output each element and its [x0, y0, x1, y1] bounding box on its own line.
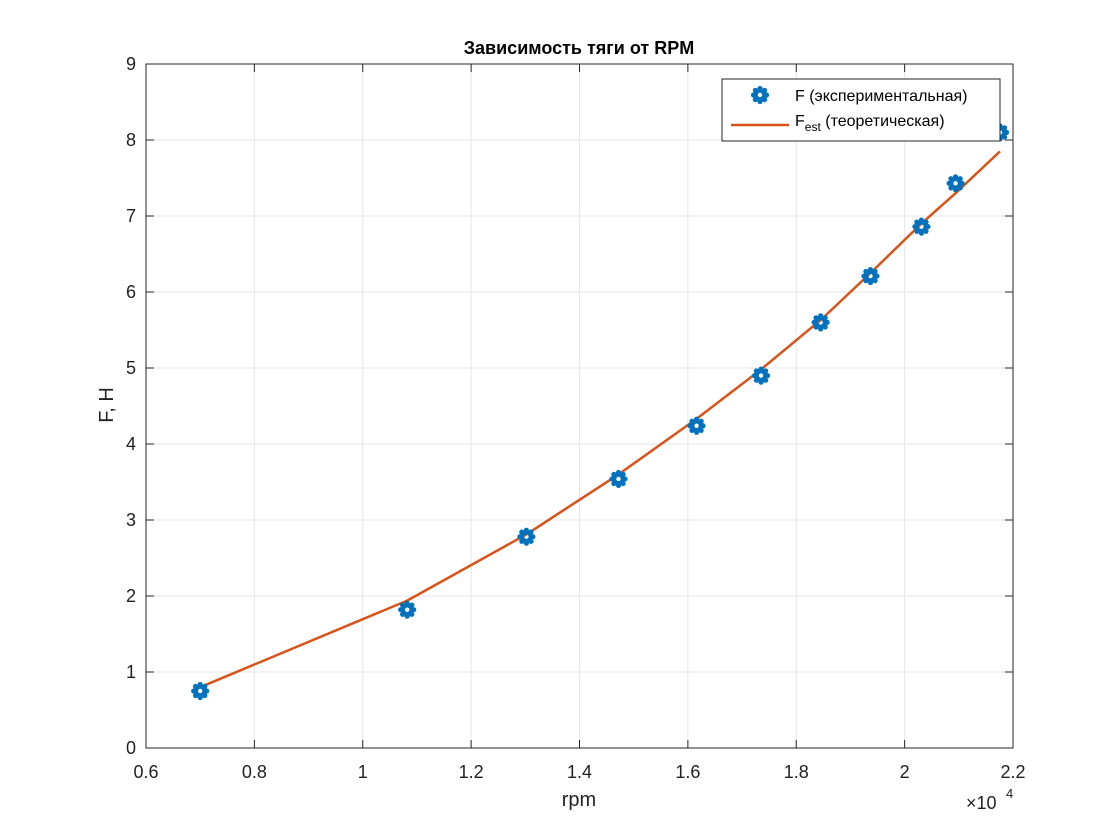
x-tick-label: 2.2: [1000, 762, 1025, 782]
x-tick-label: 0.6: [133, 762, 158, 782]
marker-ring: [949, 177, 962, 190]
x-tick-label: 1.8: [784, 762, 809, 782]
y-tick-label: 0: [126, 738, 136, 758]
marker-ring: [690, 419, 703, 432]
y-tick-label: 8: [126, 130, 136, 150]
legend-marker-experimental: [750, 85, 770, 105]
x-tick-label: 1.4: [567, 762, 592, 782]
x-axis-multiplier: ×10 4: [966, 786, 1013, 813]
y-tick-label: 9: [126, 54, 136, 74]
x-axis-label: rpm: [562, 789, 596, 811]
marker-ring: [753, 88, 767, 102]
data-point: [398, 600, 417, 619]
y-tick-label: 1: [126, 662, 136, 682]
y-tick-label: 7: [126, 206, 136, 226]
legend-label-theoretical-main: F: [795, 113, 805, 130]
x-tick-label: 1: [358, 762, 368, 782]
y-tick-label: 2: [126, 586, 136, 606]
axis-ticks: 0.6 0.8 1 1.2 1.4 1.6 1.8 2 2.2 0 1 2 3 4 5 6 7 8 9: [126, 54, 1026, 782]
marker-ring: [612, 472, 625, 486]
legend-marker-symbol: [750, 85, 770, 105]
legend-box: [721, 78, 1001, 142]
x-multiplier-exponent: 4: [1006, 786, 1013, 801]
marker-ring: [864, 269, 877, 283]
x-tick-label: 0.8: [242, 762, 267, 782]
legend-label-theoretical-sub: est: [805, 120, 822, 134]
x-tick-label: 2: [900, 762, 910, 782]
data-point: [861, 266, 880, 286]
x-multiplier-base: ×10: [966, 793, 997, 813]
grid: [145, 63, 1014, 749]
data-point: [751, 366, 771, 385]
legend-label-experimental: F (экспериментальная): [795, 88, 967, 105]
marker-ring: [754, 369, 768, 382]
plot-area: [191, 123, 1010, 701]
data-point: [912, 217, 931, 236]
y-tick-label: 6: [126, 282, 136, 302]
marker-ring: [814, 316, 827, 329]
y-tick-label: 5: [126, 358, 136, 378]
legend-label-theoretical: Fest (теоретическая): [795, 113, 945, 134]
marker-ring: [915, 220, 928, 233]
y-tick-label: 4: [126, 434, 136, 454]
data-point: [609, 469, 628, 489]
legend: F (экспериментальная) Fest (теоретическа…: [721, 78, 1001, 142]
data-point: [811, 313, 830, 332]
data-point: [687, 416, 706, 435]
data-point: [191, 681, 210, 701]
x-tick-label: 1.2: [459, 762, 484, 782]
y-axis-label: F, H: [96, 387, 118, 423]
x-tick-label: 1.6: [675, 762, 700, 782]
chart-title: Зависимость тяги от RPM: [464, 38, 694, 58]
marker-ring: [520, 530, 533, 543]
data-point: [517, 527, 536, 546]
y-tick-label: 3: [126, 510, 136, 530]
marker-ring: [400, 603, 414, 616]
theoretical-line: [199, 150, 1001, 689]
data-point: [946, 174, 965, 193]
legend-label-theoretical-rest: (теоретическая): [821, 113, 945, 130]
marker-ring: [193, 684, 207, 698]
